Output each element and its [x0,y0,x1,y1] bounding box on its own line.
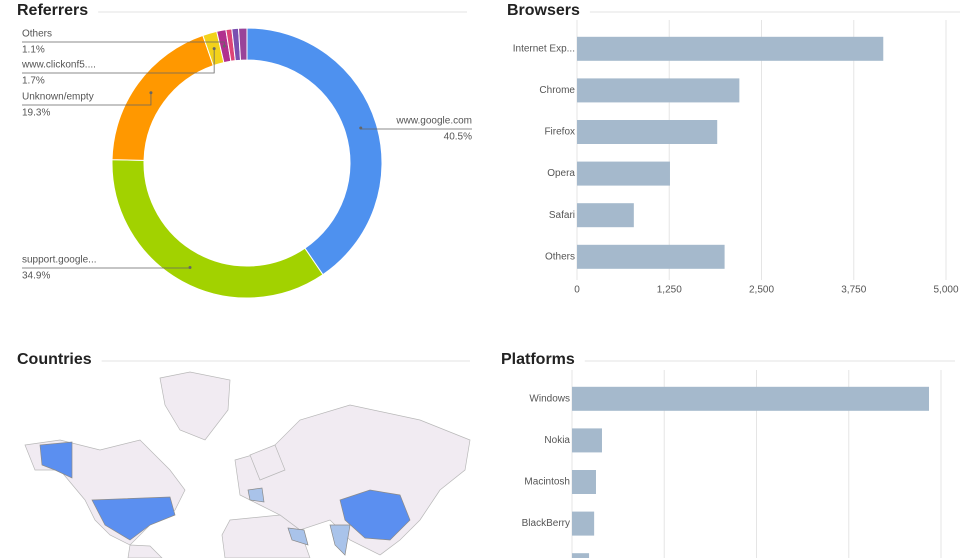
panel-title: Browsers [507,2,580,19]
donut-slice [246,27,383,276]
slice-value-label: 1.1% [22,45,45,56]
china [339,489,411,541]
donut-slice [111,159,324,299]
category-label: Safari [549,210,575,221]
category-label: Macintosh [524,477,570,488]
category-label: Nokia [544,435,570,446]
category-label: Opera [547,168,575,179]
leader-line [22,48,215,74]
slice-value-label: 40.5% [444,132,472,143]
leader-line [22,92,152,106]
donut-slice [111,34,214,161]
india [329,524,351,556]
slice-label: Others [22,29,52,40]
slice-value-label: 34.9% [22,271,50,282]
x-tick-label: 0 [574,285,580,296]
eurasia [234,404,471,556]
category-label: Chrome [539,85,575,96]
greenland [159,371,231,441]
category-label: Firefox [544,127,575,138]
x-tick-label: 2,500 [749,285,774,296]
world-map [24,371,471,558]
bar [577,36,884,61]
south-america [127,544,163,558]
leader-dot [212,47,216,51]
leader-dot [149,91,153,95]
panel-title: Platforms [501,351,575,368]
bar [572,386,930,411]
scandinavia [249,444,286,481]
alaska [39,441,73,479]
bar [572,470,596,494]
africa [221,514,311,558]
category-label: BlackBerry [522,518,570,529]
bar [577,161,670,186]
bar [577,78,740,103]
bar [572,511,595,536]
slice-label: Unknown/empty [22,92,94,103]
x-tick-label: 1,250 [657,285,682,296]
usa [91,496,176,541]
slice-label: support.google... [22,255,97,266]
panel-title: Countries [17,351,92,368]
x-tick-label: 5,000 [933,285,958,296]
bar [572,428,602,453]
category-label: Windows [529,393,570,404]
slice-value-label: 19.3% [22,108,50,119]
donut-slice [237,27,248,61]
leader-dot [359,126,363,130]
category-label: Others [545,251,575,262]
bar [577,244,725,269]
bar [572,553,590,558]
bar [577,203,634,228]
leader-dot [188,265,192,269]
slice-label: www.clickonf5.... [21,60,96,71]
europe-highlight [247,487,265,503]
slice-label: www.google.com [395,116,472,127]
category-label: Internet Exp... [513,43,575,54]
middle-east [287,527,309,546]
bar [577,120,718,144]
slice-value-label: 1.7% [22,76,45,87]
leader-dot [222,44,226,48]
x-tick-label: 3,750 [841,285,866,296]
panel-title: Referrers [17,2,88,19]
